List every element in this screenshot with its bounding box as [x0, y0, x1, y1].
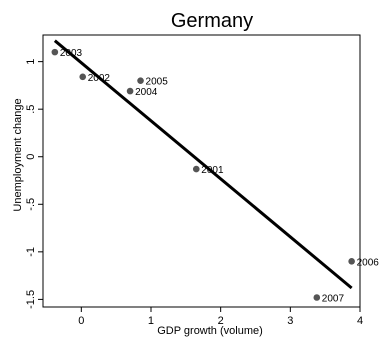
- data-point-2001: [192, 165, 200, 173]
- x-tick-label: 4: [357, 315, 363, 327]
- fit-line: [53, 39, 353, 290]
- point-label-2003: 2003: [60, 48, 83, 59]
- x-axis-label: GDP growth (volume): [157, 325, 263, 337]
- y-tick-label: -1.5: [25, 290, 37, 309]
- chart-title: Germany: [171, 10, 253, 32]
- data-point-2005: [137, 77, 144, 84]
- y-tick-label: 0: [25, 154, 37, 160]
- y-tick-label: .5: [25, 105, 37, 114]
- y-axis-label: Unemployment change: [12, 98, 24, 211]
- point-label-2002: 2002: [88, 73, 111, 84]
- y-tick-label: 1: [25, 59, 37, 65]
- plot-frame: [42, 34, 361, 308]
- point-label-2004: 2004: [135, 87, 158, 98]
- x-tick-label: 2: [218, 315, 224, 327]
- data-point-2002: [79, 73, 87, 81]
- data-point-2004: [126, 87, 134, 95]
- data-point-2007: [313, 294, 321, 301]
- point-label-2001: 2001: [201, 165, 224, 176]
- y-axis: 1 .5 0 -.5 -1 -1.5: [25, 59, 43, 309]
- y-tick-label: -.5: [25, 198, 37, 211]
- data-point-2006: [348, 258, 355, 265]
- data-point-2003: [51, 48, 59, 56]
- x-axis: 0 1 2 3 4: [78, 307, 363, 327]
- x-tick-label: 3: [287, 315, 293, 327]
- point-label-2005: 2005: [146, 77, 169, 88]
- x-tick-label: 0: [78, 315, 84, 327]
- y-tick-label: -1: [25, 247, 37, 257]
- point-label-2007: 2007: [322, 293, 345, 304]
- point-label-2006: 2006: [357, 257, 380, 268]
- x-tick-label: 1: [148, 315, 154, 327]
